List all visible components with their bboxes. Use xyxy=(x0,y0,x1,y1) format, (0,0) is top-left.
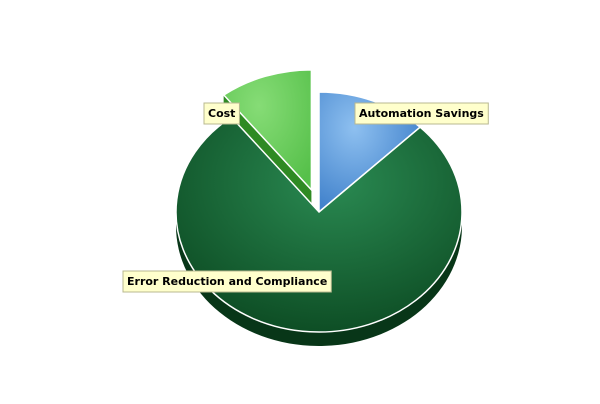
pie-label-box xyxy=(122,270,332,293)
pie-labels: Automation Savings Error Reduction and Co… xyxy=(122,102,489,293)
pie-label-box xyxy=(203,102,240,125)
pie-label-box xyxy=(354,102,489,125)
pie-label-text: Automation Savings xyxy=(359,107,484,120)
pie-label-error-reduction-and-compliance: Error Reduction and Compliance xyxy=(122,270,332,293)
pie-slice-cost xyxy=(222,69,313,192)
pie-label-text: Error Reduction and Compliance xyxy=(127,275,327,288)
pie-label-automation-savings: Automation Savings xyxy=(354,102,489,125)
pie-label-text: Cost xyxy=(208,107,235,120)
pie-slice-wall-0 xyxy=(223,95,312,204)
pie-label-cost: Cost xyxy=(203,102,240,125)
